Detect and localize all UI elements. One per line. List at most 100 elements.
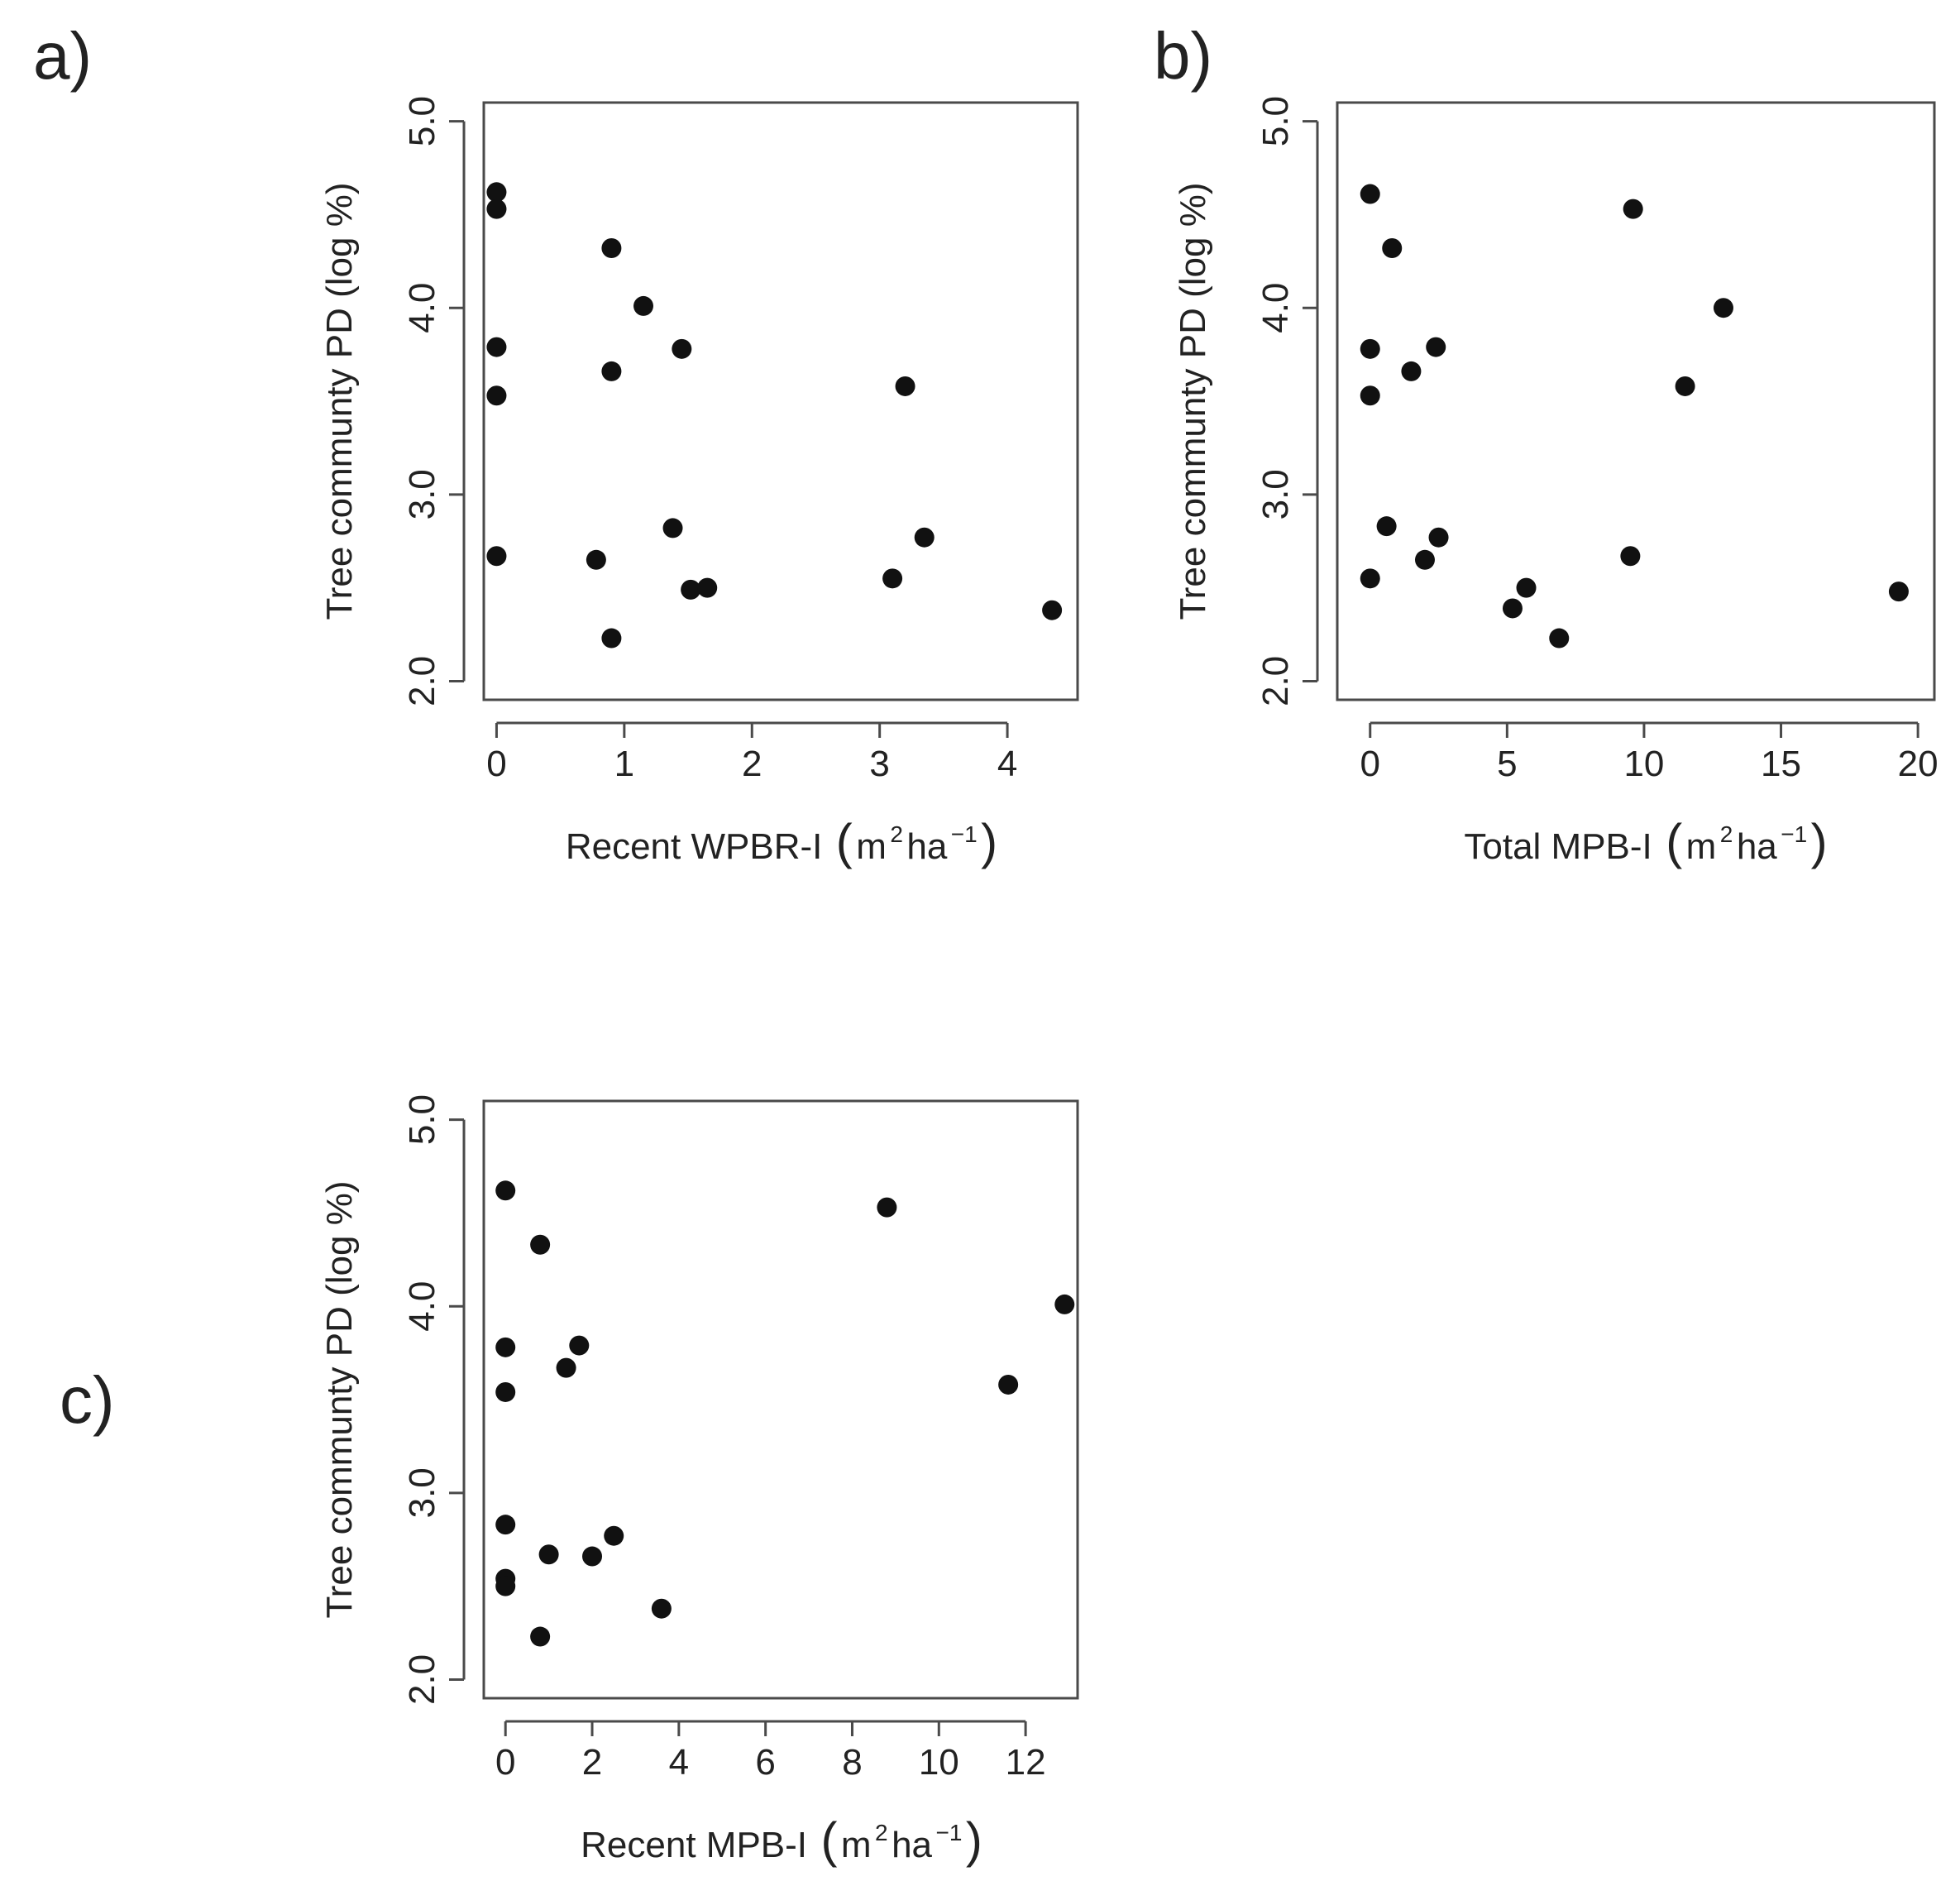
panel-c-plot-frame	[482, 1099, 1079, 1700]
panel-a-point-6	[633, 295, 654, 316]
panel-c-x-tick-label-1: 2	[582, 1742, 602, 1783]
panel-c-label: c)	[60, 1363, 115, 1437]
panel-b-x-tick-label-1: 5	[1497, 744, 1517, 784]
panel-b-point-14	[1713, 298, 1733, 318]
panel-a-point-17	[1042, 600, 1063, 620]
panel-b-point-7	[1428, 527, 1449, 548]
panel-c: c) 0 2 4 6 8 10 12 2.0 3.0 4.0 5.0 Tree communty …	[60, 1094, 1079, 1868]
panel-a-point-3	[486, 385, 507, 406]
panel-c-x-tick-label-6: 12	[1006, 1742, 1046, 1783]
panel-c-y-tick-label-2: 4.0	[402, 1281, 442, 1332]
panel-b-point-0	[1360, 184, 1380, 204]
panel-b-label: b)	[1154, 19, 1212, 93]
panel-a-point-4	[486, 546, 507, 567]
panel-b-x-tick-label-0: 0	[1360, 744, 1380, 784]
panel-c-point-0	[495, 1180, 516, 1201]
panel-a-y-axis-label: Tree communty PD (log %)	[319, 183, 360, 620]
panel-c-y-tick-label-3: 5.0	[402, 1094, 442, 1145]
panel-a-x-tick-label-2: 2	[742, 744, 762, 784]
panel-c-x-tick-label-0: 0	[495, 1742, 515, 1783]
panel-c-points	[495, 1180, 1075, 1647]
panel-a-point-15	[882, 568, 903, 589]
panel-c-point-5	[569, 1335, 590, 1356]
panel-a-y-tick-label-2: 4.0	[402, 283, 442, 333]
panel-c-point-2	[495, 1337, 516, 1357]
panel-a-x-tick-label-4: 4	[997, 744, 1017, 784]
panel-b-point-15	[1675, 376, 1695, 396]
panel-a-point-5	[601, 237, 622, 258]
panel-a-point-9	[895, 376, 915, 396]
panel-b-points	[1360, 184, 1909, 649]
panel-b-x-unit-close: )	[1811, 814, 1828, 869]
panel-c-x-unit-ha: ha	[892, 1825, 932, 1865]
panel-b-x-tick-label-4: 20	[1898, 744, 1938, 784]
panel-b-plot-frame	[1336, 101, 1936, 701]
panel-a-point-11	[586, 549, 606, 570]
panel-c-point-8	[582, 1546, 603, 1567]
panel-a-x-tick-label-0: 0	[486, 744, 506, 784]
panel-a-x-unit-exp-2: 2	[890, 821, 903, 847]
panel-b-point-13	[1623, 199, 1643, 219]
panel-b-x-unit-exp-2: 2	[1720, 821, 1733, 847]
panel-b: b) 0 5 10 15 20 2.0 3.0 4.0 5.0 Tree communty P…	[1154, 19, 1938, 869]
panel-b-y-tick-label-2: 4.0	[1255, 283, 1296, 333]
panel-c-y-axis-label: Tree communty PD (log %)	[319, 1181, 360, 1619]
panel-b-x-unit-open: (	[1666, 814, 1682, 869]
panel-c-point-12	[530, 1626, 551, 1647]
panel-a-plot-frame	[482, 101, 1079, 701]
panel-c-x-unit-exp-neg1: −1	[935, 1820, 962, 1845]
panel-a-x-unit-close: )	[981, 814, 997, 869]
panel-a-point-7	[672, 338, 692, 359]
panel-c-point-9	[604, 1525, 624, 1546]
panel-b-point-11	[1502, 598, 1523, 619]
panel-c-x-tick-label-5: 10	[919, 1742, 959, 1783]
panel-c-x-tick-label-3: 6	[755, 1742, 775, 1783]
panel-b-point-9	[1360, 568, 1380, 589]
panel-b-point-5	[1426, 337, 1446, 357]
panel-c-x-tick-label-4: 8	[842, 1742, 862, 1783]
panel-c-y-tick-label-0: 2.0	[402, 1654, 442, 1705]
panel-a-point-14	[601, 628, 622, 649]
panel-c-point-13	[651, 1598, 672, 1619]
panel-c-x-tick-label-2: 4	[669, 1742, 689, 1783]
panel-b-point-8	[1414, 549, 1435, 570]
panel-a-label: a)	[33, 19, 92, 93]
panel-c-point-6	[495, 1515, 516, 1535]
panel-b-point-2	[1360, 338, 1380, 359]
panel-c-point-7	[538, 1544, 559, 1565]
panel-a-x-unit-m: m	[856, 826, 887, 867]
panel-a-x-unit-ha: ha	[906, 826, 947, 867]
panel-c-x-axis-label: Recent MPB-I ( m 2 ha −1 )	[581, 1812, 982, 1868]
panel-a-y-tick-label-3: 5.0	[402, 96, 442, 146]
panel-c-point-11	[495, 1576, 516, 1596]
panel-c-point-4	[556, 1357, 576, 1378]
panel-b-x-unit-m: m	[1686, 826, 1717, 867]
panel-a-point-12	[681, 579, 701, 600]
panel-b-point-16	[1620, 546, 1641, 567]
panel-a-x-axis-label: Recent WPBR-I ( m 2 ha −1 )	[566, 814, 997, 869]
panel-b-y-axis: 2.0 3.0 4.0 5.0	[1255, 96, 1319, 706]
panel-b-point-10	[1516, 577, 1537, 598]
panel-b-x-label-name: Total MPB-I	[1464, 826, 1652, 867]
panel-c-y-tick-label-1: 3.0	[402, 1467, 442, 1518]
panel-b-point-4	[1401, 361, 1422, 381]
panel-c-x-unit-m: m	[841, 1825, 872, 1865]
panel-c-y-axis: 2.0 3.0 4.0 5.0	[402, 1094, 466, 1705]
panel-b-x-axis-label: Total MPB-I ( m 2 ha −1 )	[1464, 814, 1827, 869]
panel-a-x-axis: 0 1 2 3 4	[486, 721, 1017, 784]
panel-b-point-3	[1360, 385, 1380, 406]
panel-b-y-tick-label-1: 3.0	[1255, 469, 1296, 519]
panel-c-point-15	[1054, 1294, 1075, 1314]
panel-b-point-17	[1888, 582, 1909, 602]
panel-a-point-13	[697, 577, 718, 598]
panel-b-point-12	[1549, 628, 1570, 649]
panel-a-point-2	[486, 337, 507, 357]
panel-b-x-tick-label-3: 15	[1761, 744, 1801, 784]
panel-a-points	[486, 182, 1063, 649]
panel-c-x-axis: 0 2 4 6 8 10 12	[495, 1720, 1046, 1783]
panel-a-point-10	[662, 518, 683, 538]
panel-a-x-unit-open: (	[836, 814, 853, 869]
panel-b-x-axis: 0 5 10 15 20	[1360, 721, 1938, 784]
panel-a-point-1	[486, 199, 507, 219]
panel-a-x-tick-label-1: 1	[614, 744, 634, 784]
